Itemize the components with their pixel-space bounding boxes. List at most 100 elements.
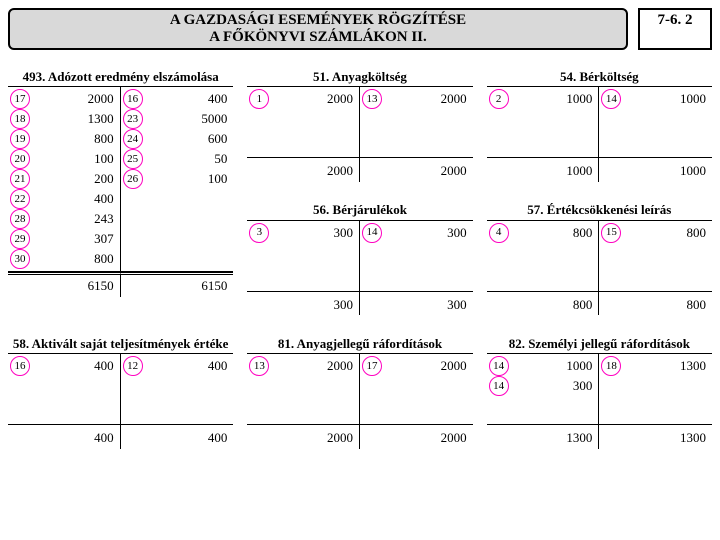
account-title: 493. Adózott eredmény elszámolása <box>8 56 233 87</box>
entry-row: 141000 <box>489 356 597 376</box>
entry-amount: 2000 <box>441 90 471 108</box>
entry-row: 14300 <box>362 223 471 243</box>
entry-row: 23 5000 <box>123 109 232 129</box>
total-debit: 1000 <box>566 162 596 180</box>
total-debit: 300 <box>333 296 357 314</box>
ref-circle: 16 <box>10 356 30 376</box>
entry-row: 14 300 <box>489 376 597 396</box>
total-debit: 6150 <box>88 277 118 295</box>
ref-circle: 23 <box>123 109 143 129</box>
entry-amount: 5000 <box>201 110 231 128</box>
total-debit: 400 <box>94 429 118 447</box>
entry-row: 24600 <box>123 129 232 149</box>
ref-circle: 17 <box>10 89 30 109</box>
entry-amount: 100 <box>208 170 232 188</box>
ref-circle: 18 <box>10 109 30 129</box>
ref-circle: 30 <box>10 249 30 269</box>
ref-circle: 20 <box>10 149 30 169</box>
total-debit: 1300 <box>566 429 596 447</box>
account-title: 51. Anyagköltség <box>247 56 472 87</box>
account-58: 58. Aktivált saját teljesítmények értéke… <box>8 323 233 449</box>
total-credit: 6150 <box>201 277 231 295</box>
entry-amount: 800 <box>94 250 118 268</box>
entry-amount: 800 <box>573 224 597 242</box>
total-credit: 400 <box>208 429 232 447</box>
account-82: 82. Személyi jellegű ráfordítások 141000… <box>487 323 712 449</box>
ref-circle: 26 <box>123 169 143 189</box>
page-number: 7-6. 2 <box>638 8 712 50</box>
entry-row: 3300 <box>249 223 357 243</box>
entry-row: 18 1300 <box>601 356 710 376</box>
entry-amount: 1300 <box>680 357 710 375</box>
ref-circle: 19 <box>10 129 30 149</box>
ref-circle: 22 <box>10 189 30 209</box>
entry-row: 21 200 <box>10 169 118 189</box>
ref-circle: 18 <box>601 356 621 376</box>
ref-circle: 13 <box>249 356 269 376</box>
entry-row: 21000 <box>489 89 597 109</box>
ref-circle: 14 <box>601 89 621 109</box>
entry-row: 28 243 <box>10 209 118 229</box>
entry-row: 13 2000 <box>249 356 357 376</box>
entry-row: 16 400 <box>123 89 232 109</box>
entry-amount: 300 <box>573 377 597 395</box>
ref-circle: 3 <box>249 223 269 243</box>
entry-amount: 400 <box>208 90 232 108</box>
account-title: 82. Személyi jellegű ráfordítások <box>487 323 712 354</box>
entry-amount: 400 <box>94 357 118 375</box>
ref-circle: 25 <box>123 149 143 169</box>
ref-circle: 16 <box>123 89 143 109</box>
entry-amount: 2000 <box>441 357 471 375</box>
ref-circle: 24 <box>123 129 143 149</box>
account-title: 54. Bérköltség <box>487 56 712 87</box>
entry-row: 15 800 <box>601 223 710 243</box>
account-51: 51. Anyagköltség 1 2000 13 2000 2000 2000 <box>247 56 472 182</box>
ref-circle: 14 <box>489 376 509 396</box>
total-credit: 1300 <box>680 429 710 447</box>
ref-circle: 29 <box>10 229 30 249</box>
entry-row: 20100 <box>10 149 118 169</box>
entry-row: 17 2000 <box>10 89 118 109</box>
entry-row: 18 1300 <box>10 109 118 129</box>
total-debit: 2000 <box>327 162 357 180</box>
total-credit: 2000 <box>441 162 471 180</box>
entry-amount: 800 <box>686 224 710 242</box>
account-54: 54. Bérköltség 21000 141000 1000 1000 <box>487 56 712 182</box>
entry-amount: 2000 <box>327 90 357 108</box>
ref-circle: 28 <box>10 209 30 229</box>
ref-circle: 1 <box>249 89 269 109</box>
entry-row: 30 800 <box>10 249 118 269</box>
entry-amount: 2000 <box>88 90 118 108</box>
ref-circle: 2 <box>489 89 509 109</box>
ref-circle: 13 <box>362 89 382 109</box>
entry-row: 17 2000 <box>362 356 471 376</box>
entry-row: 13 2000 <box>362 89 471 109</box>
entry-amount: 307 <box>94 230 118 248</box>
entry-amount: 1000 <box>566 357 596 375</box>
total-debit: 800 <box>573 296 597 314</box>
entry-amount: 1300 <box>88 110 118 128</box>
entry-amount: 243 <box>94 210 118 228</box>
ref-circle: 17 <box>362 356 382 376</box>
account-56: 56. Bérjárulékok 3300 14300 300 300 <box>247 190 472 316</box>
title-line2: A FŐKÖNYVI SZÁMLÁKON II. <box>209 29 427 45</box>
entry-amount: 2000 <box>327 357 357 375</box>
account-81: 81. Anyagjellegű ráfordítások 13 2000 17 2… <box>247 323 472 449</box>
ref-circle: 4 <box>489 223 509 243</box>
entry-row: 26 100 <box>123 169 232 189</box>
ref-circle: 21 <box>10 169 30 189</box>
total-credit: 800 <box>686 296 710 314</box>
account-title: 81. Anyagjellegű ráfordítások <box>247 323 472 354</box>
accounts-grid: 493. Adózott eredmény elszámolása 17 2000… <box>8 56 712 449</box>
account-title: 56. Bérjárulékok <box>247 190 472 221</box>
ref-circle: 14 <box>362 223 382 243</box>
entry-row: 2550 <box>123 149 232 169</box>
total-credit: 1000 <box>680 162 710 180</box>
ref-circle: 15 <box>601 223 621 243</box>
entry-row: 19800 <box>10 129 118 149</box>
entry-row: 1 2000 <box>249 89 357 109</box>
account-title: 57. Értékcsökkenési leírás <box>487 190 712 221</box>
entry-row: 16 400 <box>10 356 118 376</box>
total-credit: 300 <box>447 296 471 314</box>
entry-amount: 200 <box>94 170 118 188</box>
